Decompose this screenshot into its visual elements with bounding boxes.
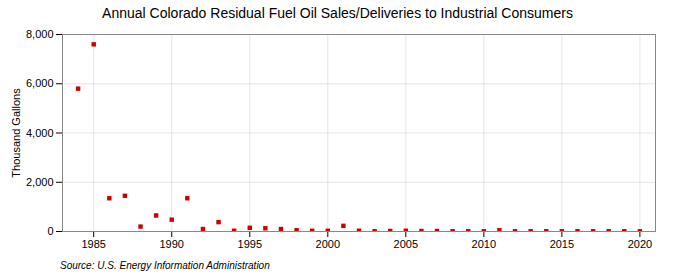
svg-text:2005: 2005 — [394, 238, 418, 250]
svg-text:8,000: 8,000 — [26, 28, 54, 40]
svg-text:6,000: 6,000 — [26, 77, 54, 89]
svg-text:Thousand Gallons: Thousand Gallons — [10, 88, 22, 178]
html-text:Source: U.S. Energy Informatio: Source: U.S. Energy Information Administ… — [60, 260, 270, 271]
svg-text:2015: 2015 — [550, 238, 574, 250]
svg-text:2000: 2000 — [316, 238, 340, 250]
svg-text:2010: 2010 — [472, 238, 496, 250]
svg-text:0: 0 — [47, 225, 53, 237]
svg-text:2,000: 2,000 — [26, 176, 54, 188]
svg-text:2020: 2020 — [628, 238, 652, 250]
svg-text:1990: 1990 — [159, 238, 183, 250]
svg-text:1995: 1995 — [238, 238, 262, 250]
svg-text:1985: 1985 — [81, 238, 105, 250]
html-text:Annual Colorado Residual Fuel: Annual Colorado Residual Fuel Oil Sales/… — [102, 5, 573, 21]
svg-text:4,000: 4,000 — [26, 127, 54, 139]
